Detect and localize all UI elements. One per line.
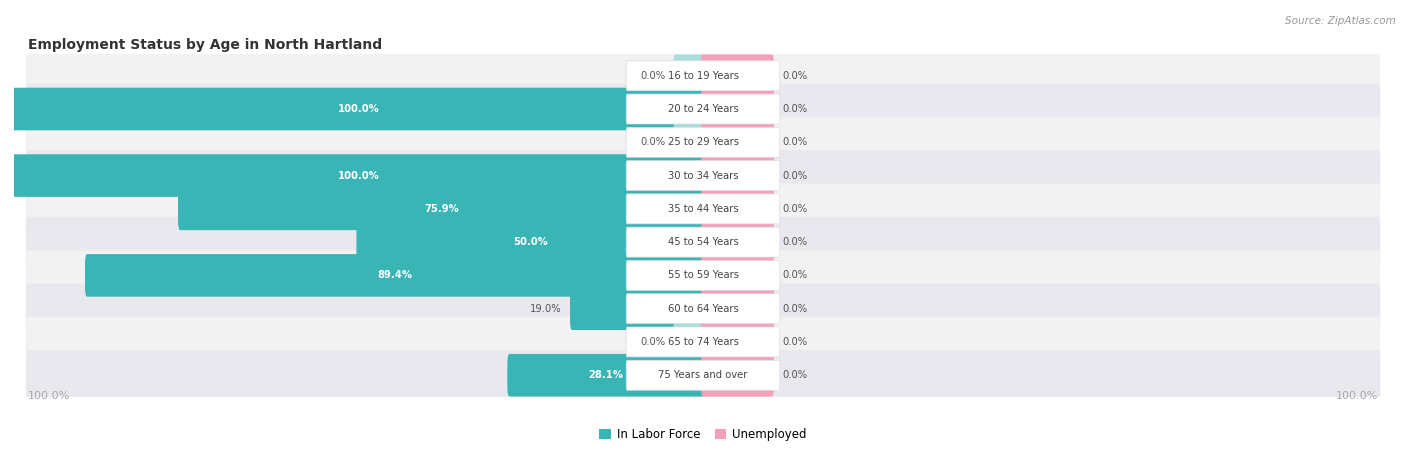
Text: 60 to 64 Years: 60 to 64 Years	[668, 304, 738, 314]
Text: 100.0%: 100.0%	[28, 391, 70, 401]
Text: 16 to 19 Years: 16 to 19 Years	[668, 71, 738, 81]
FancyBboxPatch shape	[25, 250, 1381, 301]
FancyBboxPatch shape	[25, 217, 1381, 267]
Text: 20 to 24 Years: 20 to 24 Years	[668, 104, 738, 114]
FancyBboxPatch shape	[702, 354, 773, 396]
FancyBboxPatch shape	[626, 94, 780, 124]
Text: 0.0%: 0.0%	[782, 170, 807, 180]
FancyBboxPatch shape	[25, 317, 1381, 367]
Text: 35 to 44 Years: 35 to 44 Years	[668, 204, 738, 214]
Text: 25 to 29 Years: 25 to 29 Years	[668, 137, 738, 147]
FancyBboxPatch shape	[626, 360, 780, 390]
Legend: In Labor Force, Unemployed: In Labor Force, Unemployed	[595, 423, 811, 446]
Text: 30 to 34 Years: 30 to 34 Years	[668, 170, 738, 180]
Text: 0.0%: 0.0%	[782, 237, 807, 247]
Text: 0.0%: 0.0%	[782, 271, 807, 281]
FancyBboxPatch shape	[626, 327, 780, 357]
Text: 65 to 74 Years: 65 to 74 Years	[668, 337, 738, 347]
FancyBboxPatch shape	[25, 150, 1381, 201]
FancyBboxPatch shape	[626, 227, 780, 257]
FancyBboxPatch shape	[673, 321, 704, 363]
Text: 28.1%: 28.1%	[589, 370, 624, 380]
FancyBboxPatch shape	[626, 161, 780, 191]
FancyBboxPatch shape	[702, 287, 773, 330]
FancyBboxPatch shape	[179, 188, 704, 230]
FancyBboxPatch shape	[702, 321, 773, 363]
FancyBboxPatch shape	[25, 283, 1381, 334]
Text: 89.4%: 89.4%	[378, 271, 412, 281]
FancyBboxPatch shape	[673, 121, 704, 164]
Text: 19.0%: 19.0%	[530, 304, 562, 314]
Text: 55 to 59 Years: 55 to 59 Years	[668, 271, 738, 281]
FancyBboxPatch shape	[357, 221, 704, 263]
Text: Employment Status by Age in North Hartland: Employment Status by Age in North Hartla…	[28, 38, 382, 52]
Text: 75.9%: 75.9%	[425, 204, 458, 214]
FancyBboxPatch shape	[702, 121, 773, 164]
FancyBboxPatch shape	[702, 188, 773, 230]
Text: 0.0%: 0.0%	[640, 71, 665, 81]
FancyBboxPatch shape	[84, 254, 704, 297]
FancyBboxPatch shape	[25, 350, 1381, 400]
Text: 100.0%: 100.0%	[337, 104, 380, 114]
Text: 100.0%: 100.0%	[337, 170, 380, 180]
FancyBboxPatch shape	[626, 294, 780, 324]
FancyBboxPatch shape	[702, 254, 773, 297]
Text: 50.0%: 50.0%	[513, 237, 548, 247]
FancyBboxPatch shape	[569, 287, 704, 330]
Text: 0.0%: 0.0%	[782, 370, 807, 380]
FancyBboxPatch shape	[13, 88, 704, 130]
Text: 0.0%: 0.0%	[782, 304, 807, 314]
FancyBboxPatch shape	[25, 84, 1381, 134]
Text: 45 to 54 Years: 45 to 54 Years	[668, 237, 738, 247]
Text: 0.0%: 0.0%	[782, 71, 807, 81]
Text: 0.0%: 0.0%	[782, 337, 807, 347]
FancyBboxPatch shape	[25, 51, 1381, 101]
Text: 75 Years and over: 75 Years and over	[658, 370, 748, 380]
FancyBboxPatch shape	[626, 194, 780, 224]
FancyBboxPatch shape	[702, 55, 773, 97]
FancyBboxPatch shape	[626, 260, 780, 290]
Text: 0.0%: 0.0%	[782, 104, 807, 114]
FancyBboxPatch shape	[702, 221, 773, 263]
FancyBboxPatch shape	[702, 88, 773, 130]
Text: Source: ZipAtlas.com: Source: ZipAtlas.com	[1285, 16, 1396, 26]
FancyBboxPatch shape	[626, 127, 780, 157]
Text: 0.0%: 0.0%	[640, 137, 665, 147]
Text: 100.0%: 100.0%	[1336, 391, 1378, 401]
Text: 0.0%: 0.0%	[782, 204, 807, 214]
FancyBboxPatch shape	[25, 184, 1381, 234]
FancyBboxPatch shape	[13, 154, 704, 197]
Text: 0.0%: 0.0%	[782, 137, 807, 147]
FancyBboxPatch shape	[25, 117, 1381, 168]
Text: 0.0%: 0.0%	[640, 337, 665, 347]
FancyBboxPatch shape	[508, 354, 704, 396]
FancyBboxPatch shape	[702, 154, 773, 197]
FancyBboxPatch shape	[626, 61, 780, 91]
FancyBboxPatch shape	[673, 55, 704, 97]
